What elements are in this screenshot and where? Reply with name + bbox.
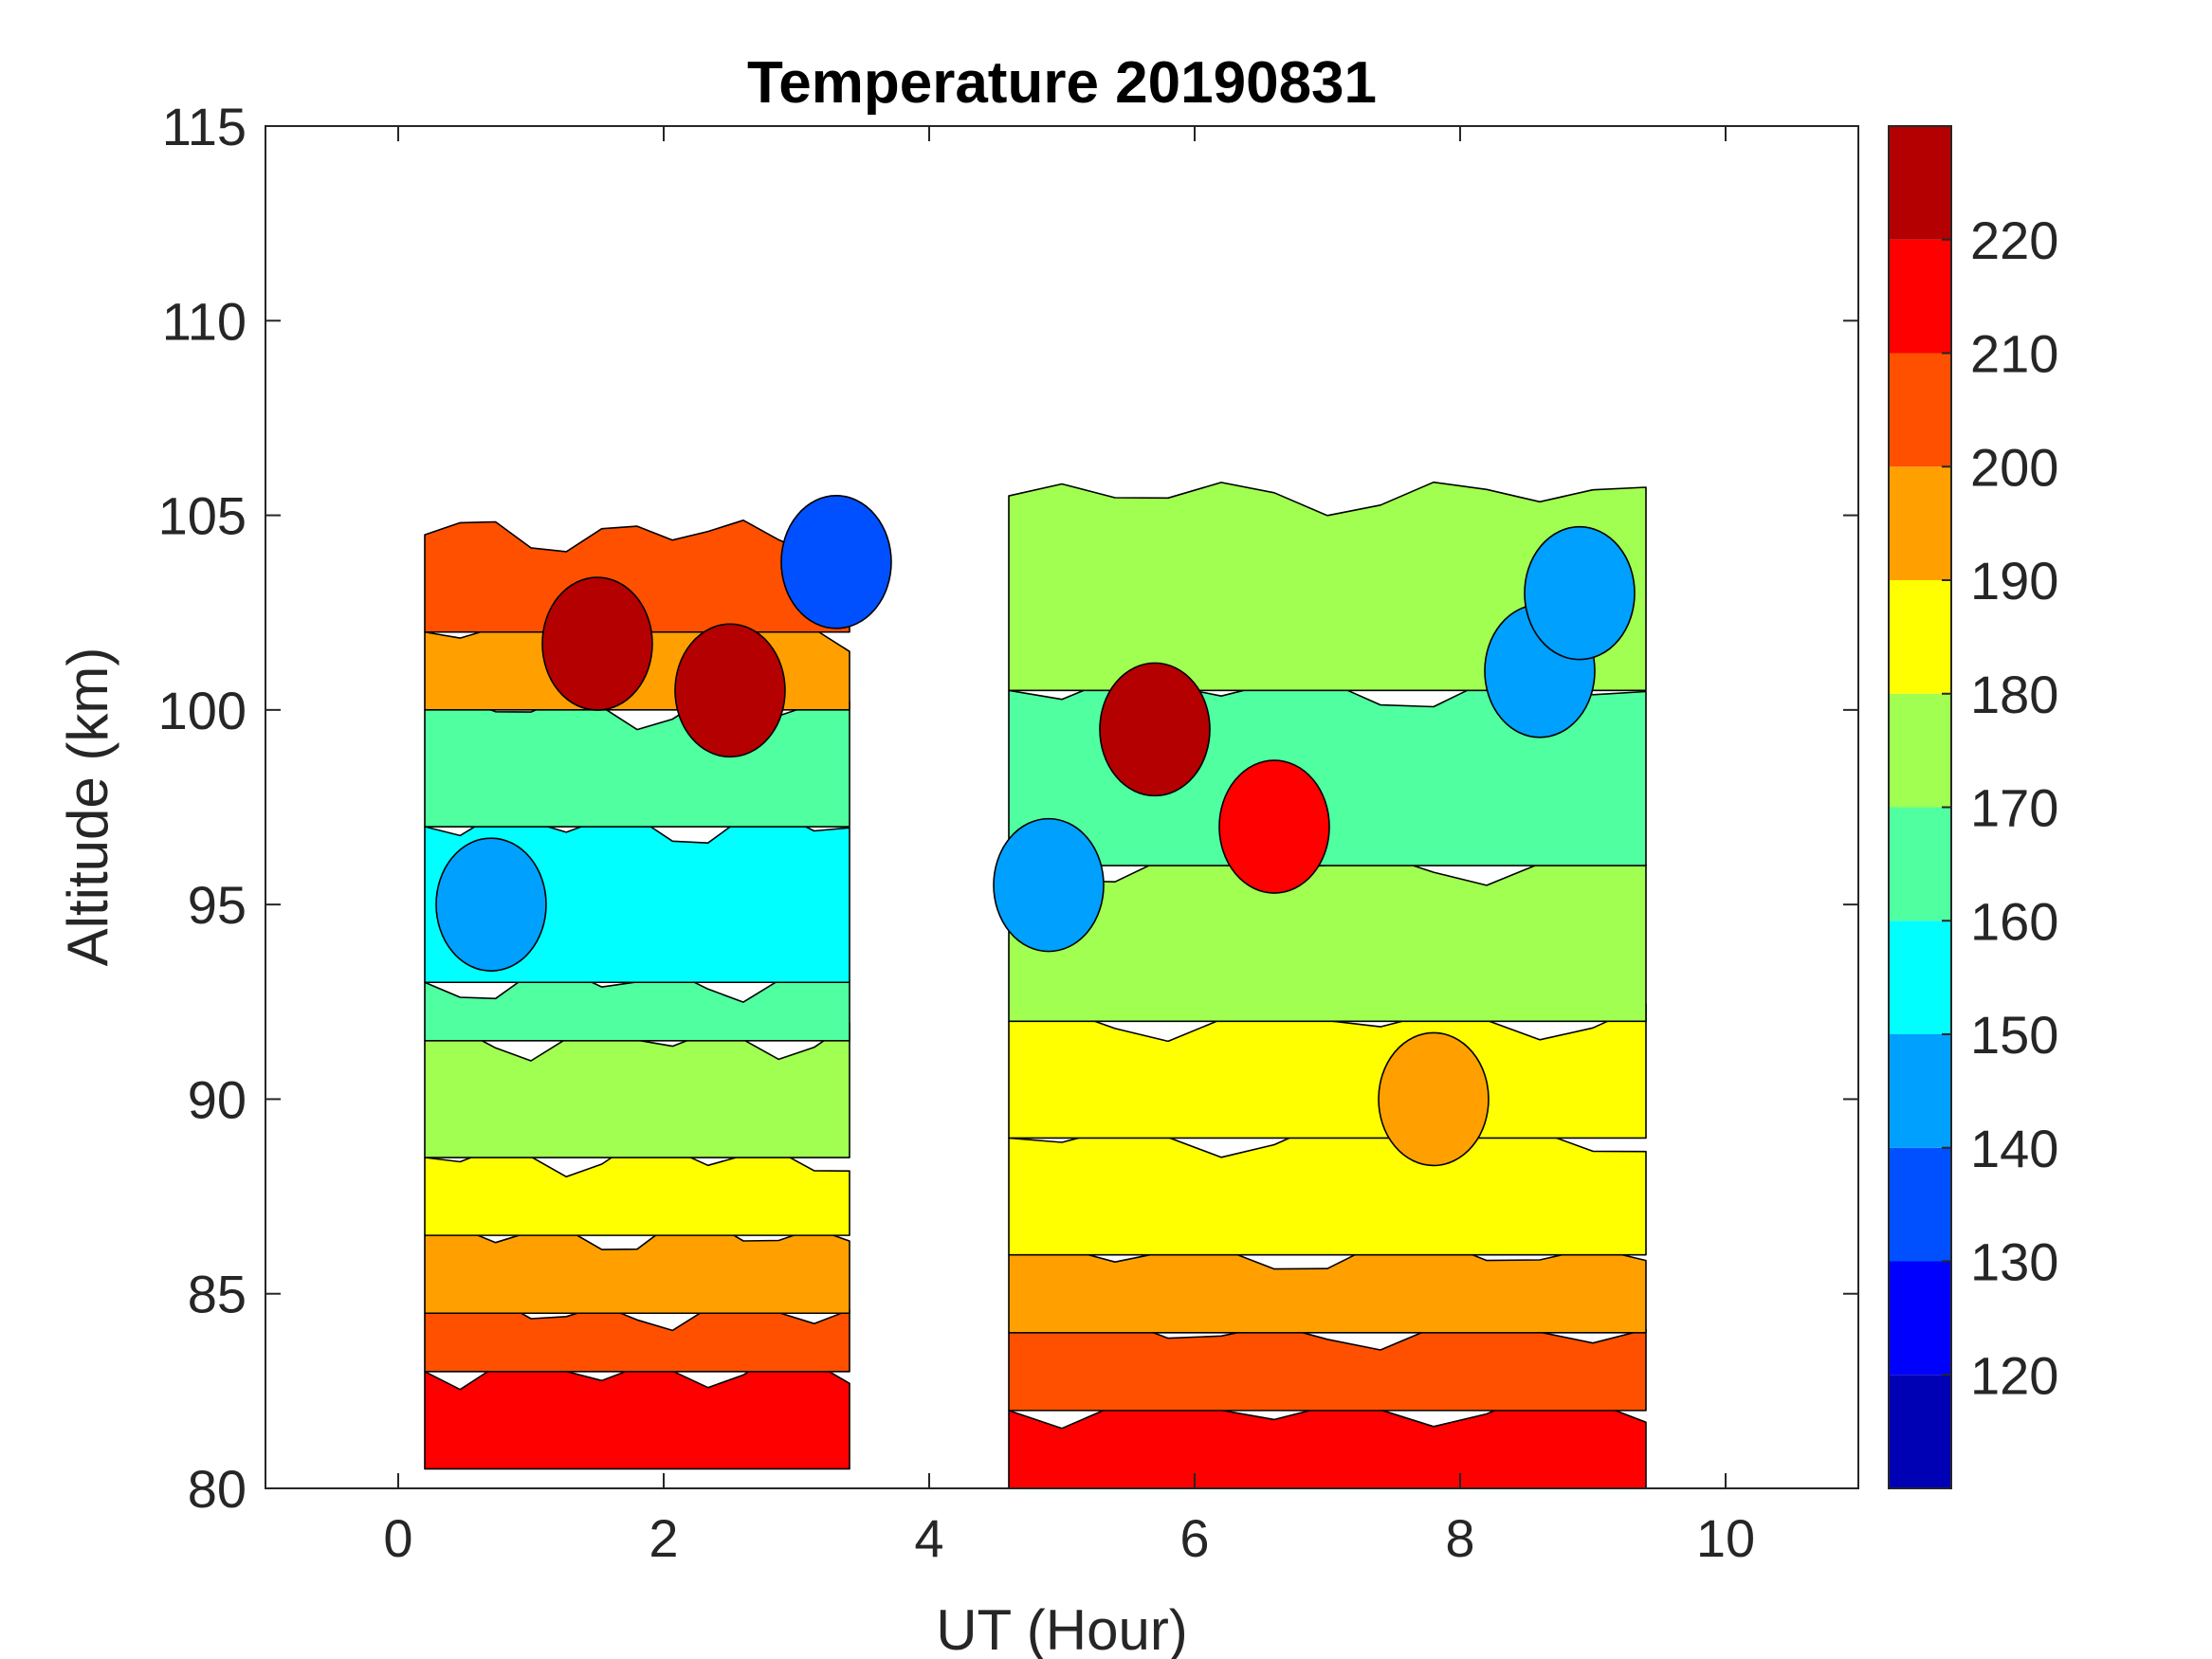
plot-frame <box>265 125 1859 1489</box>
colorbar-swatch <box>1889 353 1951 467</box>
contour-feature <box>541 576 653 711</box>
colorbar-tick-label: 170 <box>1970 778 2058 838</box>
colorbar-tick-label: 160 <box>1970 891 2058 951</box>
contour-feature <box>1524 525 1636 661</box>
x-tick-label: 6 <box>1179 1508 1209 1568</box>
colorbar-tick-label: 220 <box>1970 210 2058 270</box>
x-axis: 0 2 4 6 8 10 <box>383 126 1755 1568</box>
y-axis: 80 85 90 95 100 105 110 115 <box>158 97 1858 1519</box>
contour-feature <box>674 623 786 758</box>
contour-feature <box>435 837 547 972</box>
contour-band <box>1008 481 1647 692</box>
x-tick-label: 8 <box>1445 1508 1474 1568</box>
y-tick-label: 80 <box>188 1459 247 1519</box>
y-axis-label: Altitude (km) <box>56 647 119 967</box>
contour-layer <box>424 481 1647 1488</box>
contour-feature <box>1218 759 1330 894</box>
x-axis-label: UT (Hour) <box>936 1598 1188 1659</box>
colorbar-swatch <box>1889 239 1951 354</box>
contour-feature <box>780 495 892 629</box>
colorbar-swatch <box>1889 1375 1951 1488</box>
colorbar-tick-label: 180 <box>1970 665 2058 724</box>
colorbar-tick-label: 190 <box>1970 551 2058 611</box>
x-tick-label: 2 <box>649 1508 678 1568</box>
y-tick-label: 100 <box>158 681 247 740</box>
segment-2 <box>993 481 1647 1488</box>
colorbar-swatch <box>1889 1034 1951 1148</box>
x-tick-label: 0 <box>383 1508 412 1568</box>
colorbar-tick-label: 200 <box>1970 437 2058 497</box>
colorbar-swatch <box>1889 1147 1951 1262</box>
y-tick-label: 110 <box>162 291 247 351</box>
x-tick-label: 4 <box>914 1508 943 1568</box>
colorbar-tick-label: 140 <box>1970 1119 2058 1178</box>
contour-feature <box>1099 662 1211 797</box>
colorbar-tick-label: 130 <box>1970 1232 2058 1292</box>
y-tick-label: 115 <box>162 97 247 156</box>
segment-1 <box>424 495 892 1470</box>
x-tick-label: 10 <box>1696 1508 1755 1568</box>
y-tick-label: 85 <box>188 1265 247 1324</box>
contour-feature <box>993 817 1105 953</box>
colorbar-tick-label: 120 <box>1970 1345 2058 1405</box>
colorbar-swatch <box>1889 126 1951 240</box>
colorbar-swatch <box>1889 580 1951 694</box>
y-tick-label: 105 <box>158 486 247 546</box>
colorbar-swatch <box>1889 1261 1951 1376</box>
colorbar-tick-label: 150 <box>1970 1005 2058 1065</box>
colorbar-swatch <box>1889 693 1951 808</box>
colorbar: 120 130 140 150 160 170 180 190 200 210 220 <box>1888 125 2058 1489</box>
colorbar-tick-label: 210 <box>1970 324 2058 384</box>
y-tick-label: 90 <box>188 1069 247 1129</box>
colorbar-swatch <box>1889 466 1951 580</box>
contour-feature <box>1378 1031 1490 1167</box>
colorbar-swatch <box>1889 921 1951 1034</box>
y-tick-label: 95 <box>188 875 247 935</box>
colorbar-swatch <box>1889 807 1951 921</box>
chart-title: Temperature 20190831 <box>747 50 1377 116</box>
contour-band <box>1008 1120 1647 1256</box>
